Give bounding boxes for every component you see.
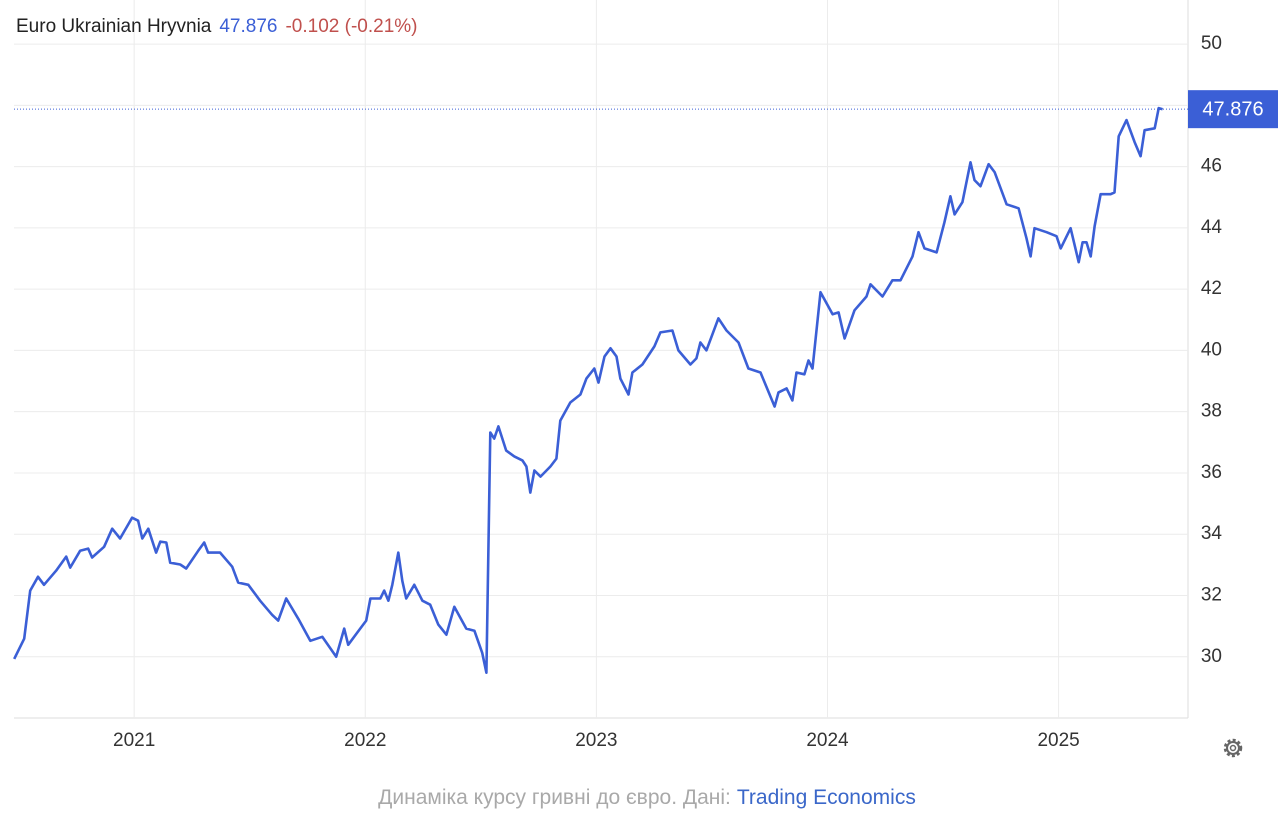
- chart: 3032343638404244464850202120222023202420…: [13, 0, 1278, 758]
- caption-text: Динаміка курсу гривні до євро. Дані:: [378, 786, 731, 809]
- x-tick-label: 2022: [344, 730, 386, 751]
- header: Euro Ukrainian Hryvnia 47.876 -0.102 (-0.2…: [16, 16, 426, 38]
- x-tick-label: 2024: [806, 730, 849, 751]
- y-tick-label: 44: [1201, 217, 1223, 238]
- last-value: 47.876: [219, 16, 278, 37]
- last-value-tag: [1188, 90, 1278, 129]
- source-link[interactable]: Trading Economics: [736, 786, 916, 809]
- x-tick-label: 2025: [1037, 730, 1079, 751]
- y-tick-label: 34: [1201, 523, 1223, 544]
- caption: Динаміка курсу гривні до євро. Дані: Trad…: [0, 786, 1282, 810]
- instrument-name: Euro Ukrainian Hryvnia: [16, 16, 212, 37]
- y-tick-label: 32: [1201, 584, 1222, 605]
- change: -0.102 (-0.21%): [285, 16, 418, 37]
- y-tick-label: 36: [1201, 462, 1222, 483]
- settings-icon[interactable]: [1223, 738, 1243, 758]
- y-tick-label: 46: [1201, 156, 1222, 177]
- y-tick-label: 42: [1201, 278, 1222, 299]
- x-tick-label: 2021: [113, 730, 155, 751]
- line: [13, 106, 1163, 674]
- y-tick-label: 40: [1201, 339, 1222, 360]
- y-tick-label: 30: [1201, 646, 1222, 667]
- y-tick-label: 38: [1201, 401, 1222, 422]
- last-value-label: 47.876: [1202, 98, 1263, 120]
- x-tick-label: 2023: [575, 730, 617, 751]
- y-tick-label: 50: [1201, 33, 1222, 54]
